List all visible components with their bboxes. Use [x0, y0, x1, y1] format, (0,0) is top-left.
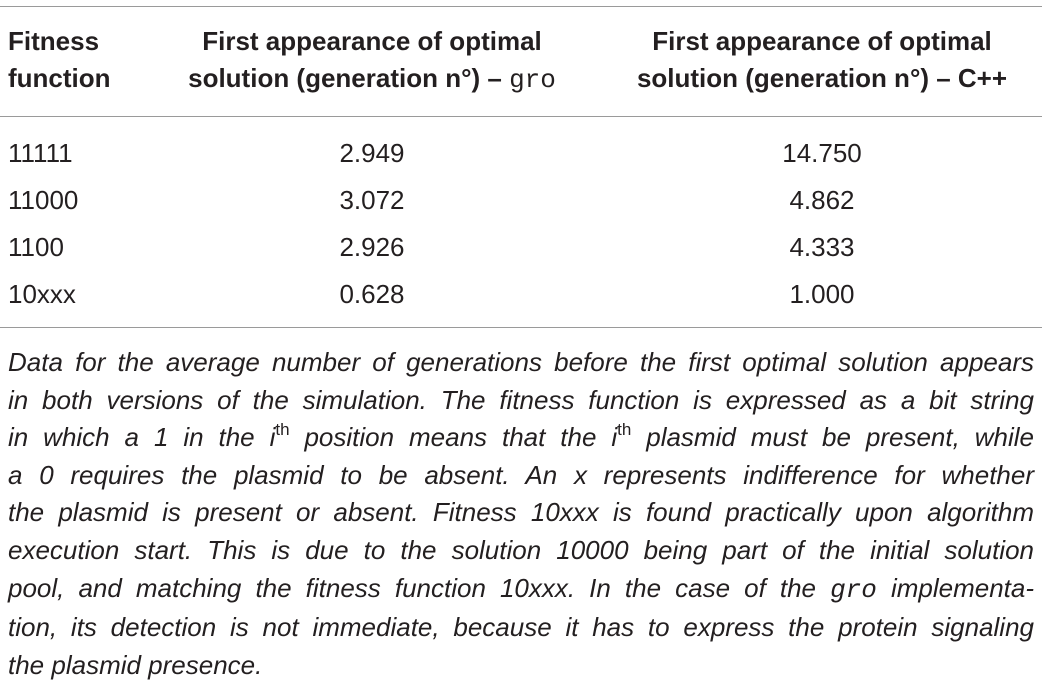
caption-line-7-part-b: implementa-: [876, 572, 1035, 603]
caption-line-9: the plasmid presence.: [8, 649, 263, 680]
header-fitness-function: Fitness function: [8, 23, 111, 97]
row2-cpp: 4.862: [789, 185, 855, 215]
header-gro: First appearance of optimal solution (ge…: [165, 23, 579, 99]
header-fitness-line2: function: [8, 63, 111, 93]
caption-line-3-part-b: position means that the: [289, 422, 612, 453]
caption-sup-1: th: [275, 419, 290, 439]
caption-line-3-part-c: plasmid must be present, while: [631, 422, 1034, 453]
row3-cpp: 4.333: [789, 232, 855, 262]
table-top-rule: [0, 6, 1042, 7]
row1-gro: 2.949: [339, 138, 405, 168]
header-gro-line1: First appearance of optimal: [202, 26, 542, 56]
caption-line-6: execution start. This is due to the solu…: [8, 534, 1034, 565]
table-header-rule: [0, 116, 1042, 117]
row1-cpp: 14.750: [782, 138, 862, 168]
header-cpp: First appearance of optimal solution (ge…: [610, 23, 1034, 97]
caption-line-3-part-a: in which a 1 in the: [8, 422, 270, 453]
caption-line-1: Data for the average number of generatio…: [8, 347, 1034, 377]
caption-line-8: tion, its detection is not immediate, be…: [8, 612, 1034, 643]
caption-line-3: in which a 1 in the ith position means t…: [8, 419, 1034, 457]
row2-fitness: 11000: [8, 185, 79, 215]
row4-fitness: 10xxx: [8, 279, 76, 309]
caption-line-2: in both versions of the simulation. The …: [8, 384, 1034, 415]
header-gro-line2: solution (generation n°) – gro: [165, 60, 579, 99]
table-bottom-rule: [0, 327, 1042, 328]
row4-gro: 0.628: [339, 279, 405, 309]
caption-gro-code: gro: [830, 574, 877, 605]
header-gro-line2-text: solution (generation n°) –: [188, 63, 510, 93]
header-cpp-line2: solution (generation n°) – C++: [636, 63, 1008, 93]
row3-gro: 2.926: [339, 232, 405, 262]
header-fitness-line1: Fitness: [8, 26, 100, 56]
caption-line-7-part-a: pool, and matching the fitness function …: [8, 572, 831, 603]
table-caption: Data for the average number of generatio…: [8, 344, 1034, 684]
row1-fitness: 11111: [8, 138, 73, 168]
caption-line-7: pool, and matching the fitness function …: [8, 570, 1034, 610]
caption-i-2: i: [611, 422, 618, 453]
caption-line-5: the plasmid is present or absent. Fitnes…: [8, 497, 1034, 528]
header-cpp-line1: First appearance of optimal: [652, 26, 992, 56]
header-gro-code: gro: [509, 65, 556, 95]
caption-sup-2: th: [617, 419, 632, 439]
row4-cpp: 1.000: [789, 279, 855, 309]
caption-i-1: i: [269, 422, 276, 453]
row2-gro: 3.072: [339, 185, 405, 215]
caption-line-4: a 0 requires the plasmid to be absent. A…: [8, 459, 1034, 490]
row3-fitness: 1100: [8, 232, 64, 262]
